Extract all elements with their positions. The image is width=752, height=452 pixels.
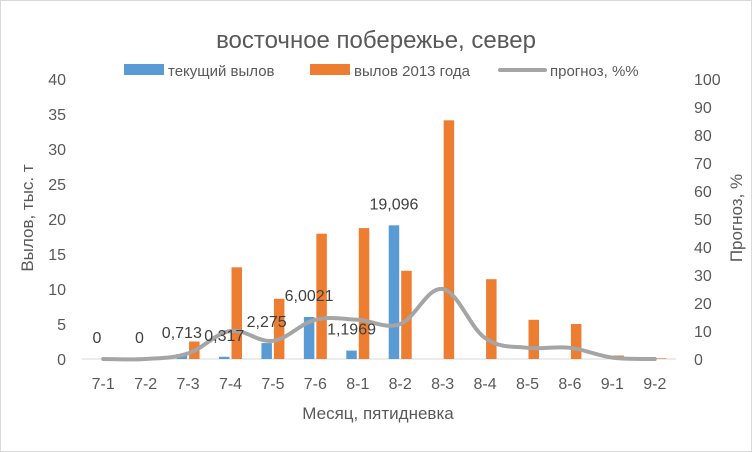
x-axis: 7-1 7-2 7-3 7-4 7-5 7-6 8-1 8-2 8-3 8-4 8-5 8-6 9-1 9…: [92, 376, 667, 393]
bar-2013: [358, 228, 370, 359]
y2-tick-label: 50: [694, 212, 712, 229]
x-tick-label: 7-3: [177, 376, 200, 393]
x-tick-label: 8-4: [474, 376, 497, 393]
y-axis-left: 0 5 10 15 20 25 30 35 40: [48, 72, 66, 369]
y-tick-label: 40: [48, 72, 66, 89]
y-tick-label: 25: [48, 177, 66, 194]
data-label: 6,0021: [285, 288, 334, 305]
y-axis-right: 0 10 20 30 40 50 60 70 80 90 100: [694, 72, 721, 369]
y-tick-label: 10: [48, 282, 66, 299]
y2-tick-label: 80: [694, 128, 712, 145]
y2-tick-label: 20: [694, 296, 712, 313]
data-label: 0: [93, 330, 102, 347]
y2-tick-label: 90: [694, 100, 712, 117]
x-tick-label: 9-1: [601, 376, 624, 393]
y-axis-title: Вылов, тыс. т: [18, 164, 37, 272]
bar-current: [346, 350, 357, 359]
y-tick-label: 5: [57, 317, 66, 334]
y2-tick-label: 40: [694, 240, 712, 257]
data-label: 0,713: [162, 325, 202, 342]
y2-tick-label: 30: [694, 268, 712, 285]
legend-label-forecast: прогноз, %%: [550, 63, 639, 80]
data-label: 1,1969: [327, 322, 376, 339]
y2-tick-label: 10: [694, 324, 712, 341]
y2-tick-label: 0: [694, 352, 703, 369]
y-tick-label: 15: [48, 247, 66, 264]
bar-2013: [316, 233, 327, 359]
legend-label-current: текущий вылов: [168, 63, 275, 80]
bar-2013: [231, 267, 242, 359]
data-label: 0,317: [204, 328, 244, 345]
legend-swatch-current: [124, 64, 164, 75]
y-tick-label: 35: [48, 107, 66, 124]
y2-axis-title: Прогноз, %: [727, 174, 746, 262]
chart-title: восточное побережье, север: [216, 27, 536, 54]
x-tick-label: 7-2: [134, 376, 157, 393]
x-tick-label: 7-4: [219, 376, 242, 393]
x-tick-label: 7-6: [304, 376, 327, 393]
y2-tick-label: 100: [694, 72, 721, 89]
x-tick-label: 7-5: [261, 376, 284, 393]
legend: текущий вылов вылов 2013 года прогноз, %…: [124, 63, 639, 80]
legend-label-2013: вылов 2013 года: [354, 63, 471, 80]
bar-2013: [273, 298, 285, 359]
y2-tick-label: 70: [694, 156, 712, 173]
legend-swatch-2013: [310, 64, 350, 75]
data-label: 19,096: [369, 196, 418, 213]
bar-current: [303, 316, 315, 359]
forecast-line: [101, 286, 657, 362]
bar-current: [388, 225, 400, 359]
bar-2013: [655, 358, 667, 359]
x-tick-label: 8-5: [516, 376, 539, 393]
y-tick-label: 20: [48, 212, 66, 229]
bar-2013: [528, 319, 539, 359]
bar-2013: [443, 120, 455, 359]
x-tick-label: 8-6: [558, 376, 581, 393]
bar-current: [261, 343, 272, 359]
y-tick-label: 0: [57, 352, 66, 369]
x-tick-label: 8-2: [389, 376, 412, 393]
x-tick-label: 9-2: [643, 376, 666, 393]
bar-2013: [401, 270, 412, 359]
bar-current: [219, 356, 230, 359]
bar-2013: [486, 279, 497, 359]
y2-tick-label: 60: [694, 184, 712, 201]
x-tick-label: 7-1: [92, 376, 115, 393]
x-tick-label: 8-1: [346, 376, 369, 393]
bar-2013: [570, 324, 582, 359]
x-tick-label: 8-3: [431, 376, 454, 393]
y-tick-label: 30: [48, 142, 66, 159]
x-axis-title: Месяц, пятидневка: [302, 404, 454, 423]
data-label: 0: [135, 330, 144, 347]
data-label: 2,275: [247, 314, 287, 331]
bars: [176, 120, 667, 359]
